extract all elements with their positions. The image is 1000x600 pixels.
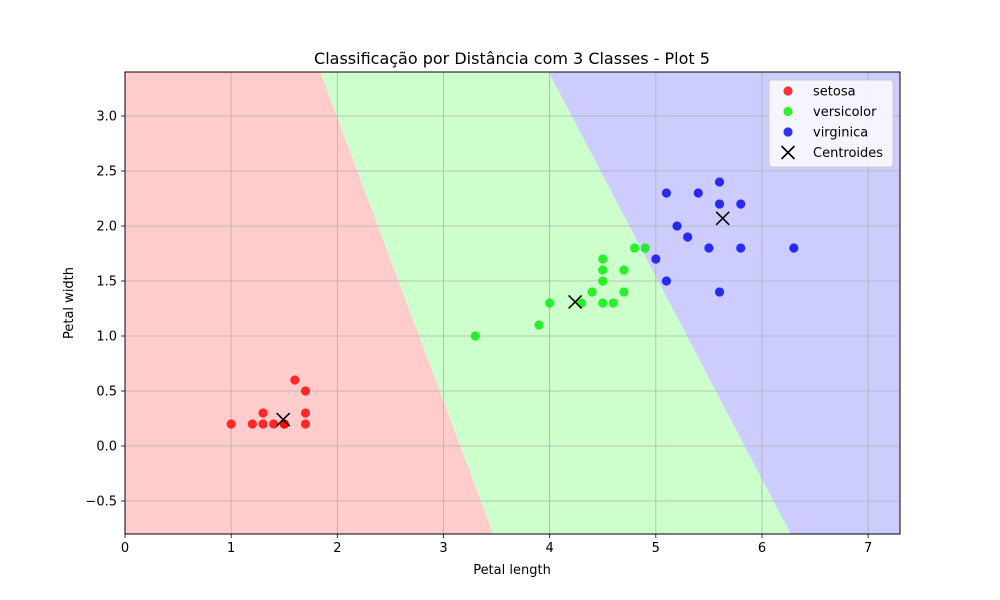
point-setosa: [226, 419, 236, 429]
legend-label-centroides: Centroides: [813, 146, 883, 161]
point-virginica: [736, 199, 746, 209]
y-tick-label: 0.0: [96, 440, 117, 455]
x-tick-label: 6: [758, 541, 766, 556]
point-virginica: [704, 243, 714, 253]
legend-marker-versicolor: [783, 106, 793, 117]
decision-regions: [125, 72, 900, 534]
point-setosa: [300, 386, 311, 396]
x-tick-label: 5: [652, 541, 660, 556]
point-versicolor: [619, 287, 629, 297]
point-virginica: [736, 243, 746, 253]
point-setosa: [290, 375, 300, 385]
legend-box: [768, 79, 894, 168]
point-versicolor: [598, 298, 608, 308]
y-tick-label: 2.0: [96, 220, 117, 235]
point-virginica: [651, 254, 661, 264]
x-tick-label: 3: [439, 541, 447, 556]
point-virginica: [714, 177, 725, 187]
point-virginica: [683, 232, 693, 242]
region-setosa: [125, 72, 494, 534]
centroid-marker: [715, 211, 730, 226]
point-versicolor: [598, 265, 608, 275]
point-virginica: [789, 243, 799, 253]
point-virginica: [661, 276, 672, 286]
point-virginica: [661, 188, 672, 198]
data-points: [226, 177, 799, 429]
y-tick-label: −0.5: [85, 495, 117, 510]
point-setosa: [258, 408, 268, 418]
x-tick-label: 0: [121, 541, 129, 556]
point-versicolor: [587, 287, 597, 297]
point-versicolor: [534, 320, 544, 330]
centroid-marker: [276, 412, 291, 427]
x-tick-label: 7: [864, 541, 872, 556]
point-versicolor: [619, 265, 629, 275]
x-axis-label: Petal length: [473, 563, 551, 578]
point-versicolor: [640, 243, 650, 253]
legend-marker-centroids: [780, 145, 796, 160]
plot-frame: [124, 71, 901, 535]
point-virginica: [714, 287, 725, 297]
y-tick-label: 2.5: [96, 165, 117, 180]
region-versicolor: [320, 72, 791, 534]
y-axis-label: Petal width: [62, 267, 77, 339]
legend-marker-virginica: [783, 127, 793, 137]
region-virginica: [548, 72, 900, 534]
axis-ticks: 0 1 2 3 4 5 6 7 −0.5 0.0 0.5 1.0 1.5 2.0 2.5 3.0: [85, 110, 872, 557]
legend-label-virginica: virginica: [813, 126, 868, 141]
x-tick-label: 2: [333, 541, 341, 556]
point-setosa: [258, 419, 268, 429]
x-tick-label: 4: [546, 541, 554, 556]
legend-marker-setosa: [783, 86, 793, 96]
point-versicolor: [608, 298, 618, 308]
legend: setosa versicolor virginica Centroides: [768, 79, 894, 168]
point-virginica: [672, 221, 682, 231]
point-versicolor: [598, 276, 608, 286]
legend-label-setosa: setosa: [813, 85, 856, 100]
centroid-marker: [568, 294, 583, 309]
x-tick-label: 1: [227, 541, 235, 556]
point-versicolor: [598, 254, 608, 264]
point-versicolor: [470, 331, 480, 341]
point-setosa: [300, 419, 311, 429]
legend-label-versicolor: versicolor: [813, 105, 877, 120]
point-virginica: [714, 199, 725, 209]
point-versicolor: [629, 243, 640, 253]
y-tick-label: 3.0: [96, 110, 117, 125]
chart-title: Classificação por Distância com 3 Classe…: [314, 49, 710, 68]
point-versicolor: [545, 298, 555, 308]
y-tick-label: 0.5: [96, 385, 117, 400]
point-setosa: [300, 408, 311, 418]
point-setosa: [269, 419, 279, 429]
y-tick-label: 1.5: [96, 275, 117, 290]
point-virginica: [693, 188, 703, 198]
y-tick-label: 1.0: [96, 330, 117, 345]
point-setosa: [247, 419, 257, 429]
